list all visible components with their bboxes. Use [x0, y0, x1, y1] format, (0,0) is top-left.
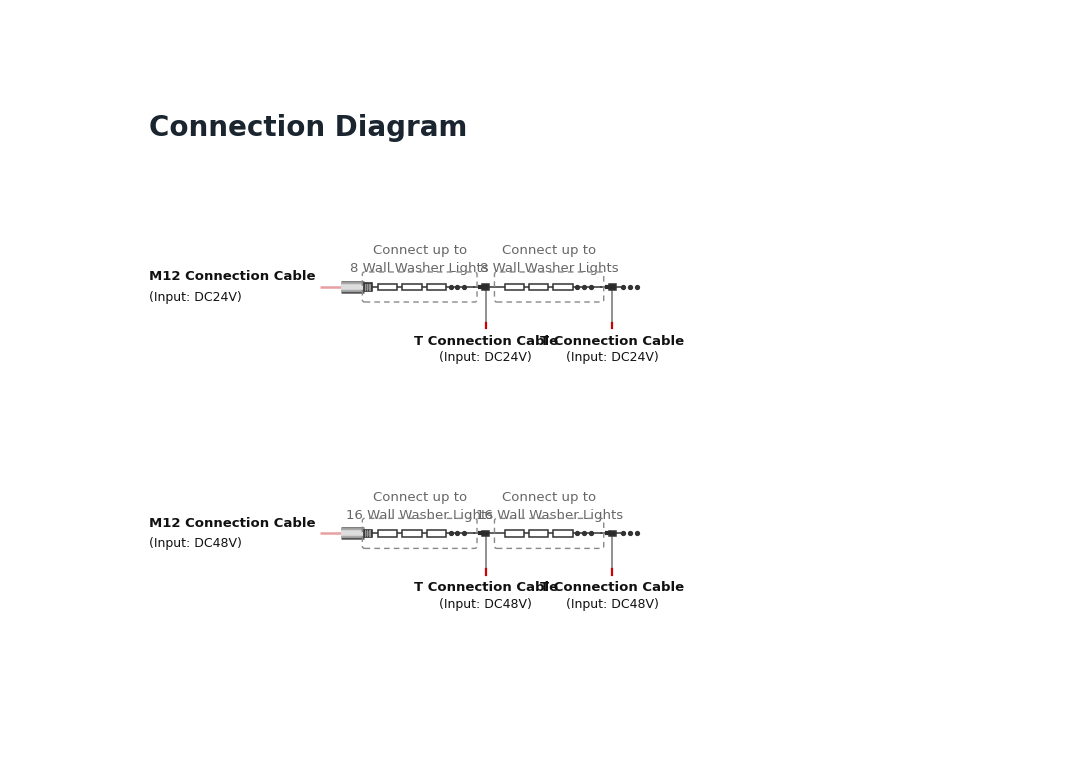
Bar	[403, 530, 422, 537]
Bar	[378, 284, 397, 291]
Bar	[553, 530, 572, 537]
Text: Connect up to
8 Wall Washer Lights: Connect up to 8 Wall Washer Lights	[479, 244, 619, 275]
Bar	[483, 284, 489, 290]
Bar	[504, 284, 524, 291]
Text: (Input: DC48V): (Input: DC48V)	[566, 598, 659, 611]
Text: (Input: DC24V): (Input: DC24V)	[566, 351, 659, 365]
Text: Connection Diagram: Connection Diagram	[149, 114, 467, 141]
Bar	[609, 530, 616, 537]
Text: (Input: DC24V): (Input: DC24V)	[149, 291, 242, 304]
Bar	[426, 284, 446, 291]
Bar	[609, 284, 616, 290]
Text: T Connection Cable: T Connection Cable	[540, 334, 685, 348]
Bar	[364, 284, 371, 291]
Bar	[403, 284, 422, 291]
Text: T Connection Cable: T Connection Cable	[413, 581, 558, 594]
Bar	[378, 530, 397, 537]
Bar	[529, 530, 549, 537]
Text: T Connection Cable: T Connection Cable	[413, 334, 558, 348]
Text: T Connection Cable: T Connection Cable	[540, 581, 685, 594]
Text: Connect up to
16 Wall Washer Lights: Connect up to 16 Wall Washer Lights	[475, 490, 622, 522]
Text: (Input: DC24V): (Input: DC24V)	[439, 351, 532, 365]
Text: (Input: DC48V): (Input: DC48V)	[149, 537, 242, 550]
Text: M12 Connection Cable: M12 Connection Cable	[149, 517, 316, 530]
Text: (Input: DC48V): (Input: DC48V)	[439, 598, 532, 611]
Text: M12 Connection Cable: M12 Connection Cable	[149, 270, 316, 284]
Text: Connect up to
16 Wall Washer Lights: Connect up to 16 Wall Washer Lights	[346, 490, 493, 522]
Bar	[553, 284, 572, 291]
Text: Connect up to
8 Wall Washer Lights: Connect up to 8 Wall Washer Lights	[351, 244, 489, 275]
Bar	[504, 530, 524, 537]
Bar	[529, 284, 549, 291]
Bar	[364, 530, 371, 537]
Bar	[426, 530, 446, 537]
Bar	[483, 530, 489, 537]
